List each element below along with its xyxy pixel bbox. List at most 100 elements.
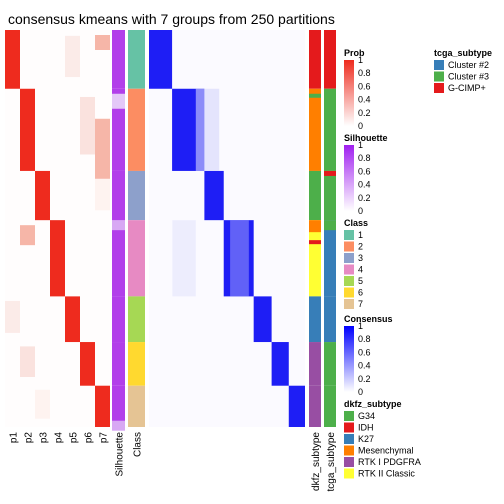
dkfz-subtype-cell [309, 170, 321, 221]
dkfz-legend-item: Mesenchymal [358, 446, 414, 456]
column-label: p2 [24, 432, 35, 444]
class-cell [128, 385, 145, 427]
column-label: p7 [99, 432, 110, 444]
silhouette-cell [112, 220, 125, 231]
consensus-block [149, 30, 173, 89]
dkfz-subtype-cell [309, 385, 321, 427]
chart-title: consensus kmeans with 7 groups from 250 … [8, 11, 335, 27]
class-legend-swatch [344, 287, 354, 298]
tcga-subtype-cell [324, 30, 336, 89]
prob-column-bg [65, 30, 80, 427]
tcga-legend-item: G-CIMP+ [448, 83, 486, 93]
prob-cell [20, 88, 35, 171]
prob-cell [50, 220, 65, 297]
consensus-legend-tick: 0.4 [358, 361, 371, 371]
dkfz-legend-swatch [344, 411, 354, 421]
tcga-subtype-cell [324, 342, 336, 386]
prob-cell [65, 35, 80, 78]
class-legend-swatch [344, 253, 354, 263]
class-legend-item: 1 [358, 230, 363, 240]
class-cell [128, 30, 145, 89]
consensus-block [204, 170, 224, 221]
silhouette-cell [112, 93, 125, 109]
class-legend-swatch [344, 264, 354, 275]
silhouette-cell [112, 170, 125, 221]
column-label: p1 [9, 432, 20, 444]
prob-legend-tick: 0 [358, 121, 363, 131]
prob-cell [95, 35, 110, 50]
dkfz-legend-swatch [344, 434, 354, 444]
prob-legend-title: Prob [344, 48, 365, 58]
consensus-legend-tick: 0.8 [358, 334, 371, 344]
prob-column-bg [95, 30, 110, 427]
class-legend-title: Class [344, 218, 368, 228]
column-label: p6 [84, 432, 95, 444]
dkfz-legend-item: RTK II Classic [358, 469, 415, 479]
consensus-legend-gradient-bar [344, 326, 354, 392]
prob-cell [20, 225, 35, 246]
class-legend-item: 7 [358, 299, 363, 309]
column-label: dkfz_subtype [311, 432, 322, 491]
dkfz-subtype-cell [309, 30, 321, 89]
class-cell [128, 220, 145, 297]
dkfz-subtype-cell [309, 296, 321, 343]
consensus-legend-tick: 0 [358, 387, 363, 397]
prob-cell [95, 175, 110, 211]
prob-column-bg [35, 30, 50, 427]
class-legend-swatch [344, 299, 354, 309]
column-label: p3 [39, 432, 50, 444]
class-legend-item: 5 [358, 276, 363, 286]
class-legend-item: 3 [358, 253, 363, 263]
prob-legend-tick: 0.6 [358, 81, 371, 91]
prob-cell [20, 346, 35, 377]
prob-legend-gradient-bar [344, 60, 354, 126]
class-cell [128, 342, 145, 386]
consensus-legend-tick: 0.6 [358, 347, 371, 357]
prob-cell [95, 118, 110, 179]
silhouette-legend-gradient-bar [344, 145, 354, 211]
silhouette-legend-tick: 0.6 [358, 166, 371, 176]
consensus-block [288, 385, 305, 427]
silhouette-legend-tick: 1 [358, 140, 363, 150]
tcga-legend-swatch [434, 71, 444, 82]
tcga-legend-swatch [434, 83, 444, 93]
class-cell [128, 296, 145, 343]
prob-legend-tick: 1 [358, 55, 363, 65]
tcga-subtype-cell [324, 88, 336, 171]
prob-cell [35, 389, 50, 419]
class-legend-item: 6 [358, 288, 363, 298]
dkfz-subtype-cell [309, 88, 321, 171]
dkfz-subtype-cell [309, 240, 321, 245]
dkfz-legend-swatch [344, 468, 354, 479]
consensus-cell [230, 220, 249, 297]
silhouette-cell [112, 420, 125, 431]
silhouette-legend-tick: 0.8 [358, 153, 371, 163]
dkfz-subtype-cell [309, 220, 321, 297]
prob-legend-tick: 0.4 [358, 95, 371, 105]
dkfz-legend-item: IDH [358, 423, 374, 433]
consensus-legend-tick: 0.2 [358, 374, 371, 384]
tcga-subtype-cell [324, 170, 336, 221]
silhouette-cell [112, 342, 125, 386]
column-label: p5 [69, 432, 80, 444]
silhouette-cell [112, 220, 125, 297]
silhouette-cell [112, 296, 125, 343]
consensus-legend-title: Consensus [344, 314, 393, 324]
prob-cell [80, 342, 95, 386]
silhouette-legend-tick: 0 [358, 206, 363, 216]
silhouette-legend-tick: 0.4 [358, 180, 371, 190]
silhouette-cell [112, 30, 125, 89]
silhouette-legend-title: Silhouette [344, 133, 388, 143]
column-label: p4 [54, 432, 65, 444]
class-legend-swatch [344, 241, 354, 252]
class-legend-item: 2 [358, 242, 363, 252]
consensus-legend-tick: 1 [358, 321, 363, 331]
prob-cell [65, 296, 80, 343]
dkfz-legend-item: RTK I PDGFRA [358, 457, 421, 467]
dkfz-subtype-cell [309, 220, 321, 233]
class-legend-swatch [344, 230, 354, 240]
consensus-block [253, 296, 272, 343]
prob-cell [80, 96, 95, 155]
class-legend-swatch [344, 276, 354, 286]
class-legend-item: 4 [358, 265, 363, 275]
